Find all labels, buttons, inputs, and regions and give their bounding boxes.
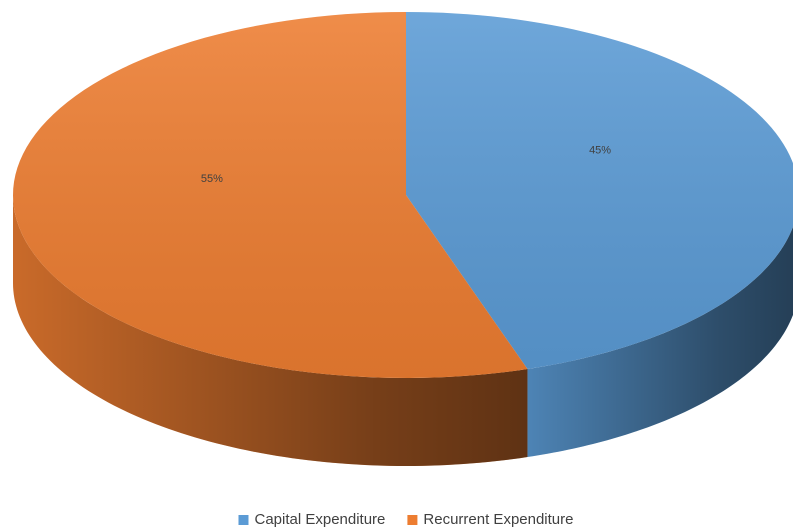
legend-label: Capital Expenditure — [254, 511, 385, 528]
pie-slice-sheen — [13, 12, 528, 378]
legend-swatch — [238, 515, 249, 525]
legend-swatch — [407, 515, 418, 525]
data-label: 45% — [589, 145, 611, 157]
legend-label: Recurrent Expenditure — [423, 511, 573, 528]
data-label: 55% — [201, 173, 223, 185]
pie-slice-sheen — [406, 12, 793, 370]
pie-side-shade — [13, 195, 528, 466]
pie-side-shade — [527, 226, 793, 458]
